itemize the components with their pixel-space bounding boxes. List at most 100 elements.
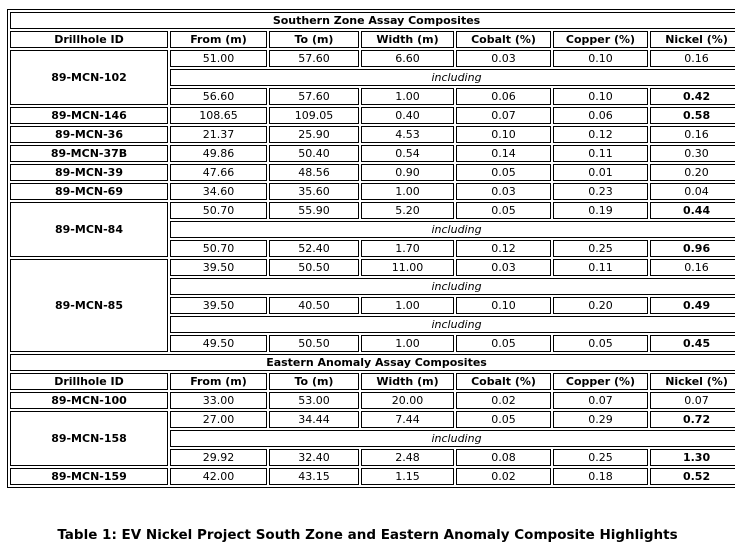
table-row: including xyxy=(10,221,735,238)
table-row: 89-MCN-159 42.00 43.15 1.15 0.02 0.18 0.52 xyxy=(10,468,735,485)
column-header: Copper (%) xyxy=(553,373,648,390)
value-cell: 27.00 xyxy=(170,411,267,428)
value-cell: 0.12 xyxy=(553,126,648,143)
value-cell: 0.07 xyxy=(456,107,551,124)
column-header: To (m) xyxy=(269,31,359,48)
table-row: 89-MCN-36 21.37 25.90 4.53 0.10 0.12 0.16 xyxy=(10,126,735,143)
value-cell: 0.11 xyxy=(553,145,648,162)
value-cell: 0.18 xyxy=(553,468,648,485)
value-cell: 50.50 xyxy=(269,335,359,352)
value-cell: 0.14 xyxy=(456,145,551,162)
value-cell: 11.00 xyxy=(361,259,454,276)
value-cell: 43.15 xyxy=(269,468,359,485)
value-cell: 50.70 xyxy=(170,240,267,257)
table-row: 89-MCN-37B 49.86 50.40 0.54 0.14 0.11 0.30 xyxy=(10,145,735,162)
value-cell: 2.48 xyxy=(361,449,454,466)
value-cell: 0.20 xyxy=(650,164,735,181)
column-header: Nickel (%) xyxy=(650,31,735,48)
table-row: 89-MCN-102 51.00 57.60 6.60 0.03 0.10 0.16 xyxy=(10,50,735,105)
column-header: Cobalt (%) xyxy=(456,373,551,390)
value-cell: 0.16 xyxy=(650,126,735,143)
table-row: 50.70 52.40 1.70 0.12 0.25 0.96 xyxy=(10,240,735,257)
table-row: 89-MCN-84 50.70 55.90 5.20 0.05 0.19 0.44 xyxy=(10,202,735,257)
table-row: 89-MCN-85 39.50 50.50 11.00 0.03 0.11 0.16 xyxy=(10,259,735,352)
value-cell: 0.45 xyxy=(650,335,735,352)
value-cell: 0.07 xyxy=(650,392,735,409)
including-cell: including xyxy=(170,221,735,238)
table-row: 89-MCN-39 47.66 48.56 0.90 0.05 0.01 0.20 xyxy=(10,164,735,181)
value-cell: 20.00 xyxy=(361,392,454,409)
value-cell: 0.49 xyxy=(650,297,735,314)
value-cell: 50.40 xyxy=(269,145,359,162)
value-cell: 48.56 xyxy=(269,164,359,181)
value-cell: 0.04 xyxy=(650,183,735,200)
table-row: 89-MCN-158 27.00 34.44 7.44 0.05 0.29 0.72 xyxy=(10,411,735,466)
section-title: Eastern Anomaly Assay Composites xyxy=(10,354,735,371)
value-cell: 40.50 xyxy=(269,297,359,314)
value-cell: 0.72 xyxy=(650,411,735,428)
value-cell: 0.25 xyxy=(553,240,648,257)
value-cell: 0.05 xyxy=(456,411,551,428)
value-cell: 0.96 xyxy=(650,240,735,257)
value-cell: 1.00 xyxy=(361,183,454,200)
value-cell: 1.00 xyxy=(361,297,454,314)
column-header-row: Drillhole ID From (m) To (m) Width (m) Cobal… xyxy=(10,31,735,48)
value-cell: 1.30 xyxy=(650,449,735,466)
value-cell: 0.23 xyxy=(553,183,648,200)
value-cell: 1.70 xyxy=(361,240,454,257)
value-cell: 0.08 xyxy=(456,449,551,466)
column-header: From (m) xyxy=(170,373,267,390)
value-cell: 7.44 xyxy=(361,411,454,428)
value-cell: 0.19 xyxy=(553,202,648,219)
value-cell: 57.60 xyxy=(269,50,359,67)
table-row: 39.50 40.50 1.00 0.10 0.20 0.49 xyxy=(10,297,735,314)
drillhole-id-cell: 89-MCN-39 xyxy=(10,164,168,181)
section-title: Southern Zone Assay Composites xyxy=(10,12,735,29)
drillhole-id-cell: 89-MCN-84 xyxy=(10,202,168,257)
section-title-row: Southern Zone Assay Composites xyxy=(10,12,735,29)
value-cell: 6.60 xyxy=(361,50,454,67)
including-cell: including xyxy=(170,69,735,86)
value-cell: 0.29 xyxy=(553,411,648,428)
table-row: 56.60 57.60 1.00 0.06 0.10 0.42 xyxy=(10,88,735,105)
table-row: 89-MCN-146 108.65 109.05 0.40 0.07 0.06 0.58 xyxy=(10,107,735,124)
section-title-row: Eastern Anomaly Assay Composites xyxy=(10,354,735,371)
value-cell: 33.00 xyxy=(170,392,267,409)
value-cell: 0.54 xyxy=(361,145,454,162)
table-row: including xyxy=(10,316,735,333)
value-cell: 32.40 xyxy=(269,449,359,466)
column-header: Drillhole ID xyxy=(10,373,168,390)
value-cell: 1.15 xyxy=(361,468,454,485)
column-header: From (m) xyxy=(170,31,267,48)
value-cell: 34.44 xyxy=(269,411,359,428)
table-row: 29.92 32.40 2.48 0.08 0.25 1.30 xyxy=(10,449,735,466)
value-cell: 0.90 xyxy=(361,164,454,181)
table-row: including xyxy=(10,430,735,447)
value-cell: 50.50 xyxy=(269,259,359,276)
value-cell: 0.30 xyxy=(650,145,735,162)
value-cell: 0.05 xyxy=(456,335,551,352)
value-cell: 0.05 xyxy=(456,164,551,181)
value-cell: 109.05 xyxy=(269,107,359,124)
value-cell: 0.10 xyxy=(456,126,551,143)
value-cell: 0.10 xyxy=(456,297,551,314)
value-cell: 52.40 xyxy=(269,240,359,257)
value-cell: 55.90 xyxy=(269,202,359,219)
table-row: including xyxy=(10,278,735,295)
column-header-row: Drillhole ID From (m) To (m) Width (m) Cobal… xyxy=(10,373,735,390)
value-cell: 0.10 xyxy=(553,50,648,67)
column-header: Drillhole ID xyxy=(10,31,168,48)
value-cell: 0.03 xyxy=(456,50,551,67)
column-header: Copper (%) xyxy=(553,31,648,48)
drillhole-id-cell: 89-MCN-69 xyxy=(10,183,168,200)
value-cell: 42.00 xyxy=(170,468,267,485)
value-cell: 56.60 xyxy=(170,88,267,105)
column-header: To (m) xyxy=(269,373,359,390)
value-cell: 1.00 xyxy=(361,88,454,105)
value-cell: 0.01 xyxy=(553,164,648,181)
value-cell: 0.16 xyxy=(650,259,735,276)
value-cell: 50.70 xyxy=(170,202,267,219)
value-cell: 0.06 xyxy=(553,107,648,124)
value-cell: 5.20 xyxy=(361,202,454,219)
